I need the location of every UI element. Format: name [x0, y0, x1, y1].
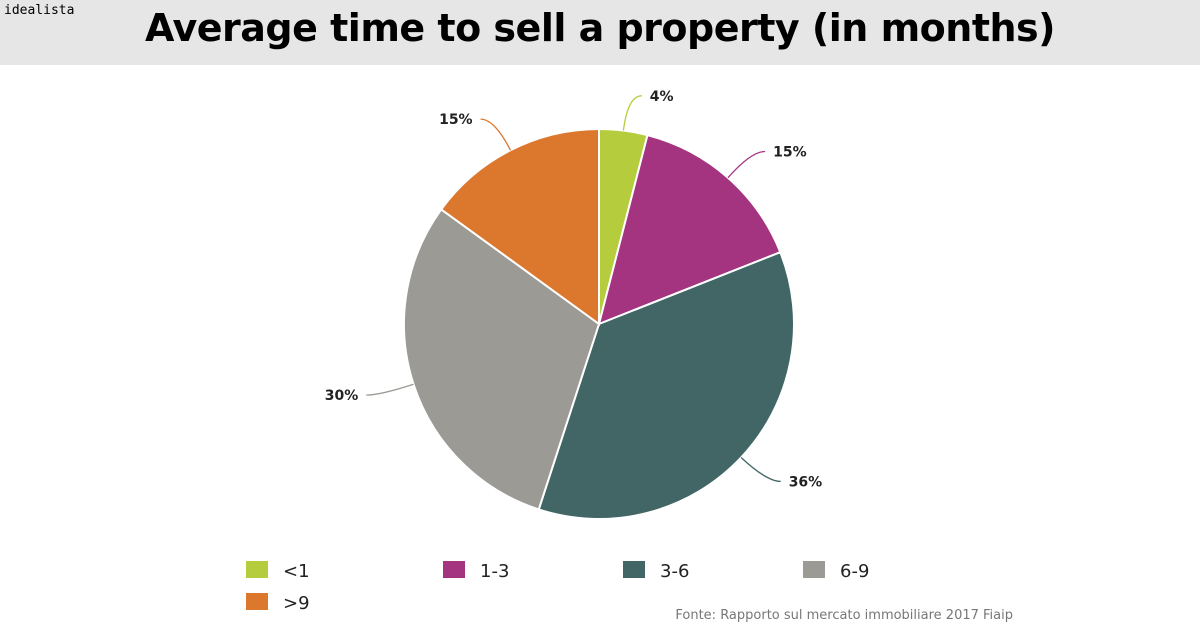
legend-swatch-2	[623, 561, 645, 578]
legend-swatch-4	[246, 593, 268, 610]
leader-line-4	[480, 118, 512, 151]
legend-label-2: 3-6	[660, 561, 689, 582]
slice-value-label-0: 4%	[650, 89, 674, 105]
chart-title: Average time to sell a property (in mont…	[144, 6, 1056, 50]
legend-label-1: 1-3	[480, 561, 509, 582]
pie-slice-3	[403, 207, 601, 511]
title-bar: idealista Average time to sell a propert…	[0, 0, 1200, 65]
slice-value-label-1: 15%	[773, 145, 807, 161]
legend-swatch-3	[803, 561, 825, 578]
leader-line-1	[727, 150, 766, 179]
pie-slices	[403, 127, 795, 520]
legend-label-3: 6-9	[840, 561, 869, 582]
leader-line-2	[740, 457, 781, 483]
legend-swatch-0	[246, 561, 268, 578]
pie-slice-1	[597, 133, 782, 326]
leader-line-0	[622, 95, 642, 131]
legend-label-0: <1	[283, 561, 310, 582]
leader-lines	[366, 95, 781, 483]
percentage-labels: 4% 15% 36% 30% 15%	[325, 89, 822, 491]
legend-swatch-1	[443, 561, 465, 578]
legend: <1 1-3 3-6 6-9 >9	[246, 561, 869, 614]
slice-value-label-3: 30%	[325, 388, 359, 404]
legend-label-4: >9	[283, 593, 310, 614]
brand-logo: idealista	[4, 3, 75, 18]
source-note: Fonte: Rapporto sul mercato immobiliare …	[675, 608, 1013, 623]
leader-line-3	[366, 383, 414, 396]
slice-value-label-2: 36%	[789, 474, 823, 490]
slice-value-label-4: 15%	[439, 112, 473, 128]
